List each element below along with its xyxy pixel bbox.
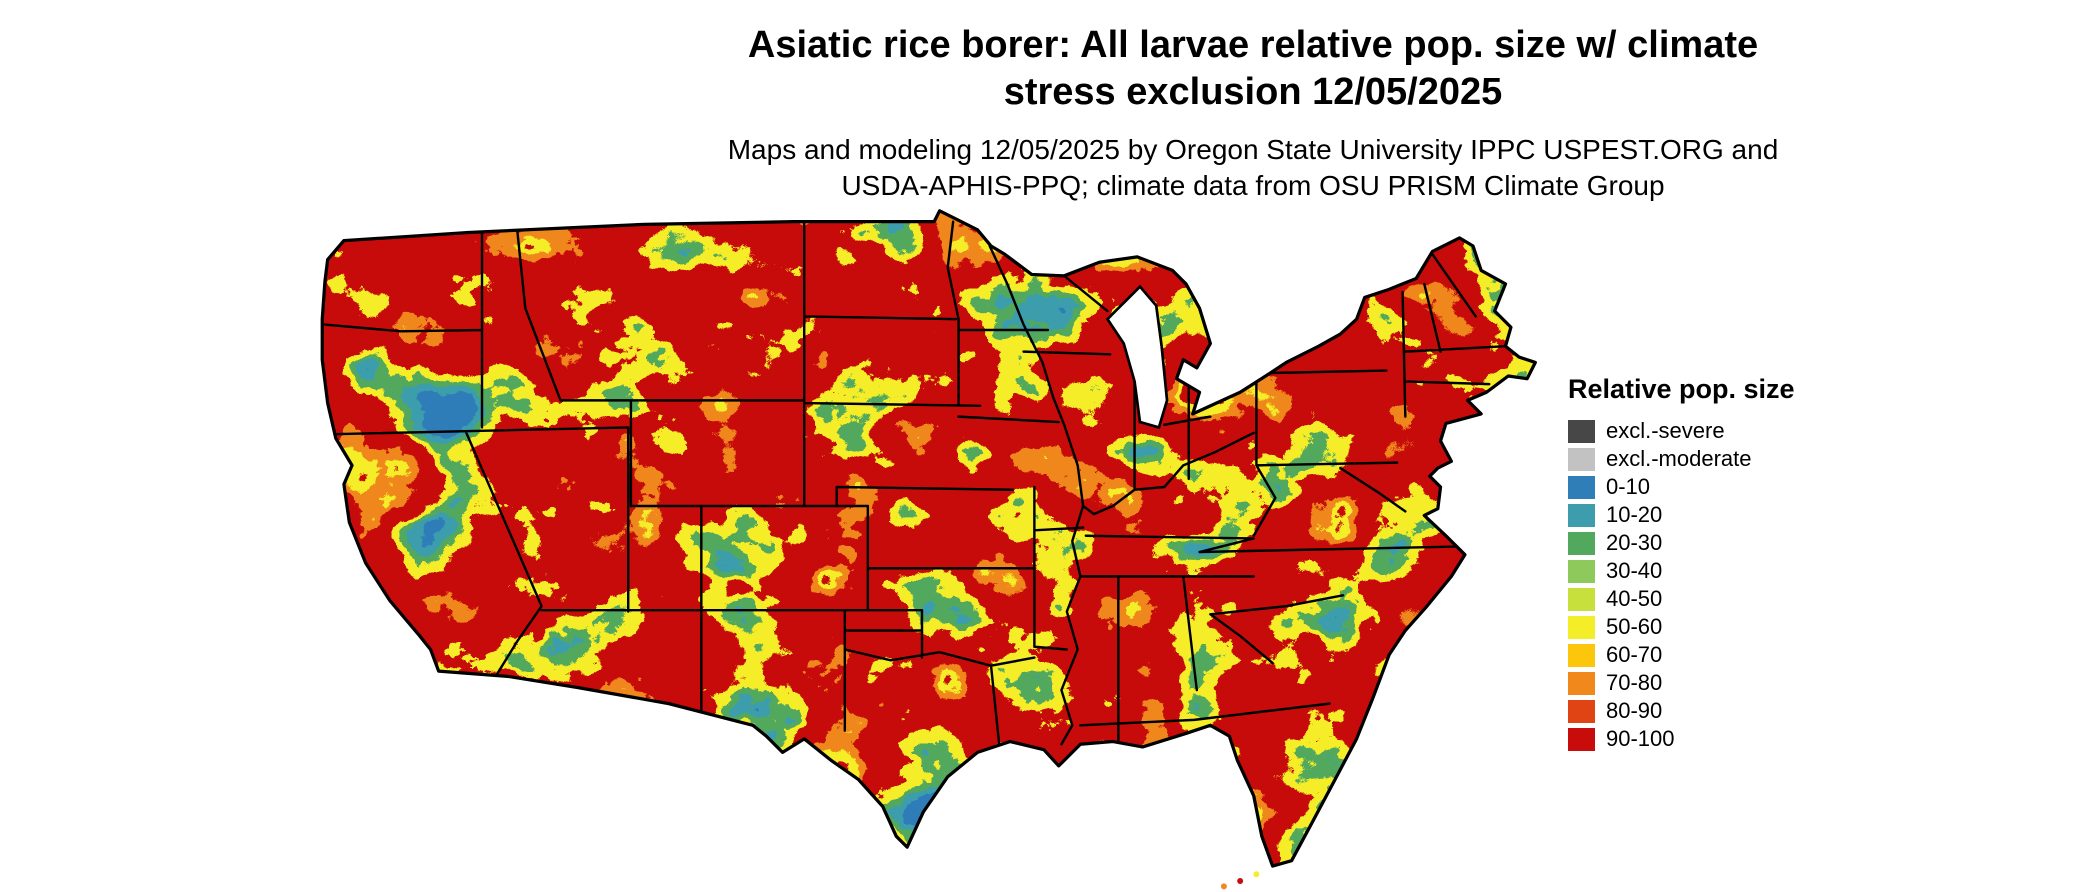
us-map-figure: [306, 200, 1538, 892]
legend-label: 0-10: [1606, 474, 1651, 499]
raster-layer: [322, 210, 1536, 867]
legend-label: 20-30: [1606, 530, 1663, 555]
lake-michigan: [1105, 284, 1169, 430]
legend-swatch-80-90: [1568, 699, 1595, 723]
us-outline: [320, 209, 1537, 868]
legend-label: 50-60: [1606, 614, 1663, 639]
legend-label: 40-50: [1606, 586, 1663, 611]
legend-swatch-20-30: [1568, 531, 1595, 555]
legend-swatch-0-10: [1568, 475, 1595, 499]
legend-swatch-excl-moderate: [1568, 447, 1595, 471]
legend-item: 60-70: [1568, 641, 1888, 669]
legend-swatch-90-100: [1568, 727, 1595, 751]
legend-item: 30-40: [1568, 557, 1888, 585]
legend-label: 90-100: [1606, 726, 1675, 751]
legend-label: 30-40: [1606, 558, 1663, 583]
legend-item: 0-10: [1568, 473, 1888, 501]
legend-swatch-30-40: [1568, 559, 1595, 583]
legend-swatch-40-50: [1568, 587, 1595, 611]
map-subtitle: Maps and modeling 12/05/2025 by Oregon S…: [0, 132, 2100, 204]
legend-item: excl.-moderate: [1568, 445, 1888, 473]
legend-label: excl.-severe: [1606, 418, 1725, 443]
legend-item: 80-90: [1568, 697, 1888, 725]
florida-keys-dots: [1220, 871, 1260, 890]
raster-fill: [322, 210, 1536, 867]
map-title-line1: Asiatic rice borer: All larvae relative …: [747, 24, 1759, 66]
legend-title: Relative pop. size: [1568, 374, 1795, 404]
map-subtitle-line2: USDA-APHIS-PPQ; climate data from OSU PR…: [841, 170, 1665, 201]
map-subtitle-line1: Maps and modeling 12/05/2025 by Oregon S…: [727, 134, 1779, 165]
legend-label: excl.-moderate: [1606, 446, 1752, 471]
state-borders: [323, 220, 1507, 746]
legend-swatch-60-70: [1568, 643, 1595, 667]
legend-swatch-excl-severe: [1568, 419, 1595, 443]
us-map: [320, 209, 1537, 890]
legend-label: 70-80: [1606, 670, 1663, 695]
legend-item: 20-30: [1568, 529, 1888, 557]
legend-item: excl.-severe: [1568, 417, 1888, 445]
legend-label: 80-90: [1606, 698, 1663, 723]
legend-swatch-10-20: [1568, 503, 1595, 527]
legend-label: 60-70: [1606, 642, 1663, 667]
legend-item: 10-20: [1568, 501, 1888, 529]
header: Asiatic rice borer: All larvae relative …: [0, 22, 2100, 204]
legend-item: 50-60: [1568, 613, 1888, 641]
legend-item: 90-100: [1568, 725, 1888, 753]
legend-swatch-70-80: [1568, 671, 1595, 695]
legend-item: 70-80: [1568, 669, 1888, 697]
legend-swatch-50-60: [1568, 615, 1595, 639]
legend-item: 40-50: [1568, 585, 1888, 613]
map-title-line2: stress exclusion 12/05/2025: [1003, 71, 1503, 113]
legend: Relative pop. size excl.-severe excl.-mo…: [1568, 374, 1888, 753]
legend-label: 10-20: [1606, 502, 1663, 527]
